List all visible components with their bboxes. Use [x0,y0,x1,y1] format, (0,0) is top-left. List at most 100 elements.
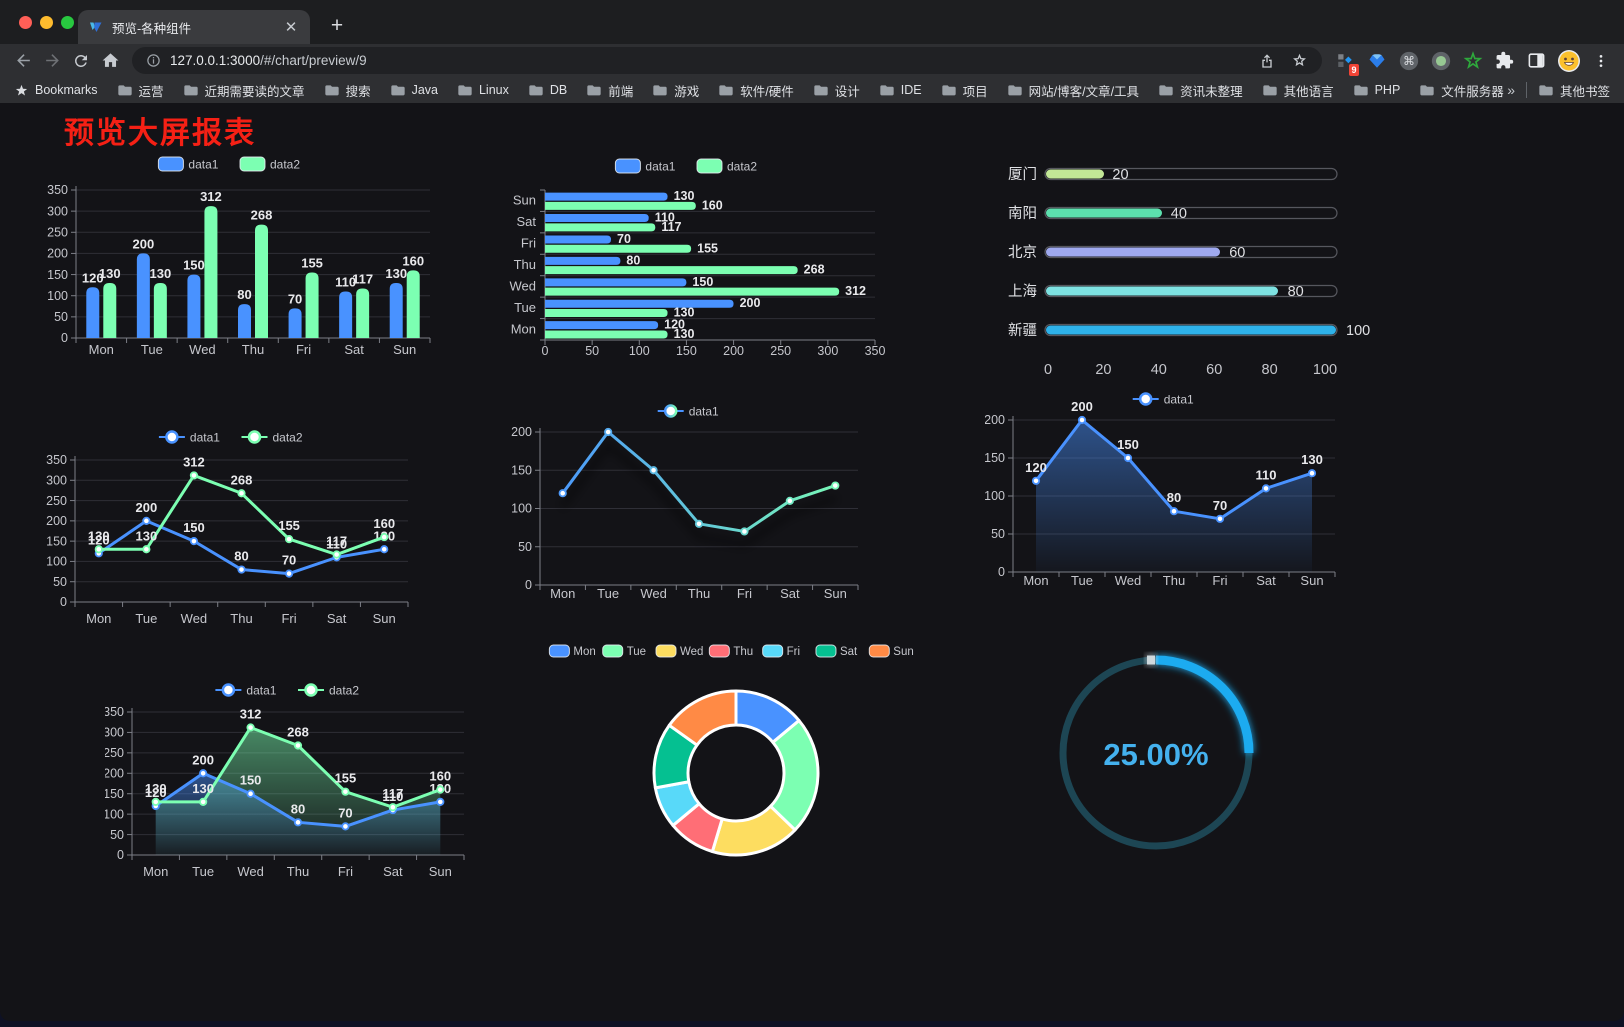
bookmark-folder[interactable]: PHP [1353,82,1400,98]
svg-text:200: 200 [1071,399,1093,414]
url-text[interactable]: 127.0.0.1:3000/#/chart/preview/9 [170,53,367,68]
svg-text:0: 0 [60,595,67,609]
reload-button[interactable] [68,48,94,74]
svg-text:200: 200 [47,247,68,261]
bookmark-folder[interactable]: 前端 [586,81,633,100]
svg-text:80: 80 [237,287,251,302]
bookmark-folder[interactable]: 游戏 [652,81,699,100]
gem-extension-icon[interactable] [1363,48,1390,74]
forward-button[interactable] [39,48,65,74]
bookmark-folder[interactable]: 资讯未整理 [1158,81,1243,100]
svg-text:130: 130 [674,306,695,320]
svg-text:Tue: Tue [135,611,157,626]
svg-text:80: 80 [1167,490,1181,505]
bookmark-star-icon[interactable] [1291,52,1308,69]
traffic-light-zoom[interactable] [61,16,74,29]
svg-text:130: 130 [674,327,695,341]
bookmark-folder[interactable]: 运营 [117,81,164,100]
svg-text:150: 150 [183,258,205,273]
svg-text:130: 130 [99,266,121,281]
green-star-extension-icon[interactable] [1459,48,1486,74]
svg-text:Wed: Wed [181,611,208,626]
svg-text:Wed: Wed [189,342,216,357]
folder-icon [880,85,894,96]
svg-text:120: 120 [82,270,104,285]
svg-text:200: 200 [740,296,761,310]
browser-toolbar: 127.0.0.1:3000/#/chart/preview/9 9 ⌘ [0,44,1624,77]
traffic-light-close[interactable] [19,16,32,29]
bookmark-folder[interactable]: 近期需要读的文章 [183,81,305,100]
home-button[interactable] [97,48,123,74]
folder-icon [719,85,733,96]
bookmark-folder[interactable]: Linux [457,82,509,98]
bookmarks-manager[interactable]: Bookmarks [14,83,98,98]
svg-text:Sun: Sun [393,342,416,357]
svg-text:Sun: Sun [1300,573,1323,588]
bookmark-folder[interactable]: 软件/硬件 [718,81,794,100]
svg-text:Wed: Wed [237,864,263,879]
svg-text:155: 155 [301,255,323,270]
share-icon[interactable] [1259,53,1275,69]
svg-text:150: 150 [985,451,1005,465]
menu-kebab-icon[interactable] [1587,48,1614,74]
bookmark-folder[interactable]: 网站/博客/文章/工具 [1007,81,1139,100]
donut-chart[interactable]: Mon Tue Wed Thu Fri Sat Sun [545,638,930,873]
gradient-line-chart[interactable]: 0 50 100 150 200 Mon Tue Wed Thu Fri Sat Sun data1 [505,396,875,613]
svg-text:80: 80 [291,801,305,816]
svg-text:250: 250 [105,746,124,760]
command-extension-icon[interactable]: ⌘ [1395,48,1422,74]
svg-text:80: 80 [234,549,248,564]
svg-text:20: 20 [1112,167,1128,183]
bookmark-folder[interactable]: 文件服务器 [1419,81,1504,100]
bookmark-folder[interactable]: 设计 [813,81,860,100]
folder-icon [390,85,405,96]
extensions-puzzle-icon[interactable] [1491,48,1518,74]
new-tab-button[interactable]: + [330,14,344,37]
browser-tab[interactable]: 预览-各种组件 ✕ [78,10,310,44]
bookmarks-separator [1525,82,1527,98]
bookmark-folder[interactable]: 搜索 [324,81,371,100]
sidebar-toggle-icon[interactable] [1523,48,1550,74]
svg-text:155: 155 [697,241,718,255]
svg-text:Tue: Tue [514,300,536,315]
horizontal-bar-chart[interactable]: 0 50 100 150 200 250 300 350 Sun 130 160 Sat 110 117 F… [505,150,890,370]
progress-bars-chart[interactable]: 厦门 20 南阳 40 北京 60 上海 80 新疆 100 0 20 40 60 80 100 [990,152,1375,389]
two-area-chart[interactable]: 0 50 100 150 200 250 300 350 Mon Tue Wed Thu Fri Sat S… [103,670,480,893]
record-extension-icon[interactable] [1427,48,1454,74]
address-bar[interactable]: 127.0.0.1:3000/#/chart/preview/9 [132,47,1322,74]
svg-text:250: 250 [46,494,67,508]
svg-text:70: 70 [282,553,296,568]
svg-text:160: 160 [429,769,451,784]
two-line-chart[interactable]: 0 50 100 150 200 250 300 350 Mon Tue Wed Thu Fri Sat S… [40,420,415,640]
bookmark-folder[interactable]: 其他语言 [1262,81,1334,100]
svg-text:250: 250 [47,225,68,239]
other-bookmarks-folder[interactable]: 其他书签 [1538,81,1610,100]
bookmarks-bar: Bookmarks 运营 近期需要读的文章 搜索 Java Linux DB 前端 游戏 软件/… [0,77,1624,103]
bookmark-folder[interactable]: IDE [879,82,922,98]
tab-close-icon[interactable]: ✕ [284,19,298,36]
site-info-icon[interactable] [146,53,161,68]
svg-text:Mon: Mon [1023,573,1048,588]
svg-text:data2: data2 [727,159,757,173]
extension-grid-icon[interactable]: 9 [1331,48,1359,76]
svg-text:150: 150 [1117,437,1139,452]
svg-text:200: 200 [511,425,532,439]
bookmarks-overflow-chevron[interactable]: » [1507,82,1515,98]
area-line-chart[interactable]: 0 50 100 150 200 Mon Tue Wed Thu Fri Sat Sun 120 200 1… [984,388,1353,599]
gauge-chart[interactable]: 25.00% [1055,650,1265,865]
traffic-light-minimize[interactable] [40,16,53,29]
svg-text:150: 150 [105,787,124,801]
svg-text:312: 312 [183,454,205,469]
svg-text:Thu: Thu [514,257,536,272]
bookmark-folder[interactable]: 项目 [941,81,988,100]
svg-text:160: 160 [402,253,424,268]
svg-text:150: 150 [511,463,532,477]
bookmark-folder[interactable]: DB [528,82,567,98]
svg-text:300: 300 [817,344,838,358]
svg-text:20: 20 [1095,362,1111,378]
profile-avatar[interactable] [1555,48,1582,74]
back-button[interactable] [10,48,36,74]
bookmark-folder[interactable]: Java [390,82,438,98]
grouped-bar-chart[interactable]: 0 50 100 150 200 250 300 350 Mon Tue Wed Thu Fri Sat S… [40,148,440,371]
svg-text:150: 150 [676,344,697,358]
